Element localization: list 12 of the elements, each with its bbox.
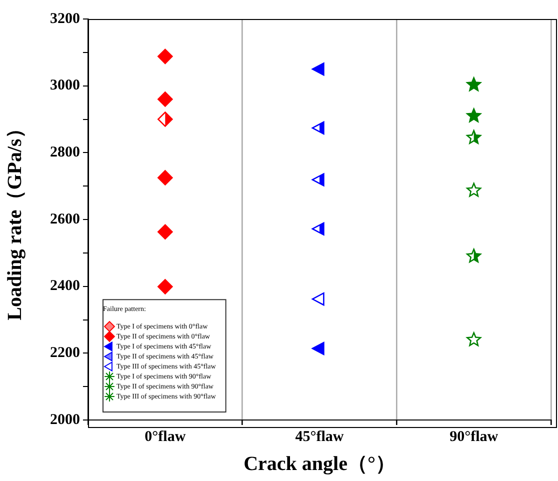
y-tick-label: 3200: [50, 10, 80, 27]
y-tick-label: 3000: [50, 78, 80, 94]
x-tick-label: 45°flaw: [295, 428, 344, 445]
y-tick-label: 2800: [50, 144, 80, 161]
x-axis-title: Crack angle（°）: [244, 453, 396, 476]
x-tick-label: 90°flaw: [450, 428, 498, 445]
y-tick-label: 2200: [50, 345, 80, 362]
x-tick-label: 0°flaw: [144, 428, 186, 445]
y-tick-label: 2400: [50, 278, 80, 294]
y-axis-title: Loading rate（GPa/s）: [4, 118, 26, 320]
y-tick-label: 2000: [50, 412, 80, 428]
y-tick-label: 2600: [50, 211, 80, 228]
